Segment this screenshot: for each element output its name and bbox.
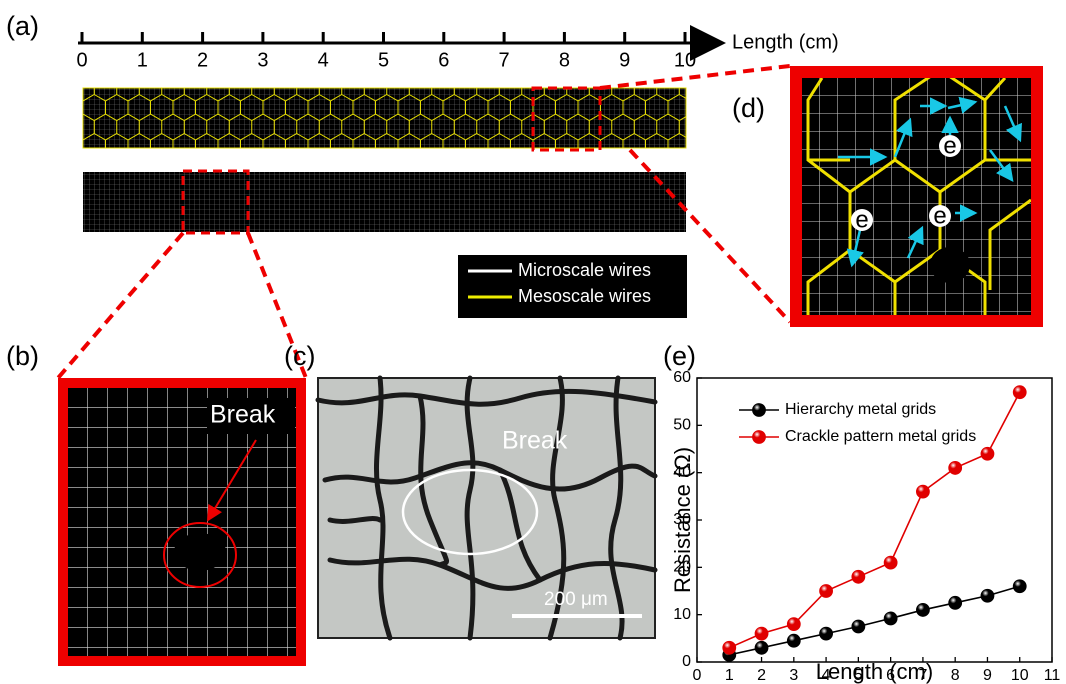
data-point <box>755 627 768 640</box>
legend-label: Hierarchy metal grids <box>785 401 936 418</box>
y-tick-label: 60 <box>673 369 691 386</box>
ruler-label: Length (cm) <box>732 31 839 53</box>
x-tick-label: 2 <box>757 667 766 684</box>
x-axis-label: Length (cm) <box>816 659 933 684</box>
scale-bar-label: 200 μm <box>544 589 608 610</box>
legend-label: Mesoscale wires <box>518 286 651 306</box>
data-point <box>820 627 833 640</box>
data-point <box>1013 386 1026 399</box>
panel-label: (e) <box>663 341 696 371</box>
electron-label: e <box>855 206 868 233</box>
meso-grid <box>83 88 686 148</box>
ruler-tick-label: 9 <box>619 49 630 71</box>
panel-label: (a) <box>6 11 39 41</box>
break-spot <box>930 247 970 283</box>
series-line <box>729 586 1019 655</box>
data-point <box>852 620 865 633</box>
ruler-tick-label: 7 <box>499 49 510 71</box>
micro-grid <box>83 172 686 232</box>
y-tick-label: 10 <box>673 606 691 623</box>
data-point <box>787 634 800 647</box>
panel-label: (b) <box>6 341 39 371</box>
ruler-tick-label: 8 <box>559 49 570 71</box>
data-point <box>884 556 897 569</box>
break-spot <box>174 533 226 571</box>
page: 012345678910 Length (cm) Microscale wire… <box>0 0 1066 684</box>
plot-frame <box>697 378 1052 662</box>
data-point <box>884 612 897 625</box>
data-point <box>755 641 768 654</box>
electron-label: e <box>933 202 946 229</box>
legend-marker <box>753 404 766 417</box>
x-tick-label: 8 <box>951 667 960 684</box>
figure: 012345678910 Length (cm) Microscale wire… <box>0 0 1066 684</box>
y-tick-label: 0 <box>682 653 691 670</box>
data-point <box>916 485 929 498</box>
y-tick-label: 50 <box>673 417 691 434</box>
data-point <box>949 596 962 609</box>
data-point <box>723 641 736 654</box>
x-tick-label: 11 <box>1044 667 1061 684</box>
data-point <box>981 447 994 460</box>
x-tick-label: 10 <box>1011 667 1029 684</box>
break-label: Break <box>210 401 276 429</box>
y-axis-label: Resistance (Ω) <box>670 447 695 593</box>
ruler-tick-label: 3 <box>257 49 268 71</box>
ruler-tick-label: 1 <box>137 49 148 71</box>
ruler-tick-label: 10 <box>674 49 696 71</box>
grid <box>802 78 1031 315</box>
ruler-tick-label: 4 <box>318 49 329 71</box>
legend-marker <box>753 431 766 444</box>
data-point <box>820 585 833 598</box>
legend-label: Crackle pattern metal grids <box>785 428 976 445</box>
data-point <box>916 603 929 616</box>
electron-label: e <box>943 132 956 159</box>
break-label: Break <box>502 427 568 455</box>
panel-label: (c) <box>284 341 315 371</box>
data-point <box>981 589 994 602</box>
legend-label: Microscale wires <box>518 260 651 280</box>
ruler-tick-label: 0 <box>76 49 87 71</box>
x-tick-label: 1 <box>725 667 734 684</box>
data-point <box>949 461 962 474</box>
data-point <box>1013 580 1026 593</box>
ruler-tick-label: 6 <box>438 49 449 71</box>
ruler-tick-label: 5 <box>378 49 389 71</box>
panel-label: (d) <box>732 93 765 123</box>
x-tick-label: 0 <box>693 667 702 684</box>
ruler: 0 1 2 3 4 5 6 7 8 9 10 <box>76 32 696 71</box>
x-tick-label: 9 <box>983 667 992 684</box>
data-point <box>852 570 865 583</box>
data-point <box>787 618 800 631</box>
ruler-tick-label: 2 <box>197 49 208 71</box>
x-tick-label: 3 <box>789 667 798 684</box>
